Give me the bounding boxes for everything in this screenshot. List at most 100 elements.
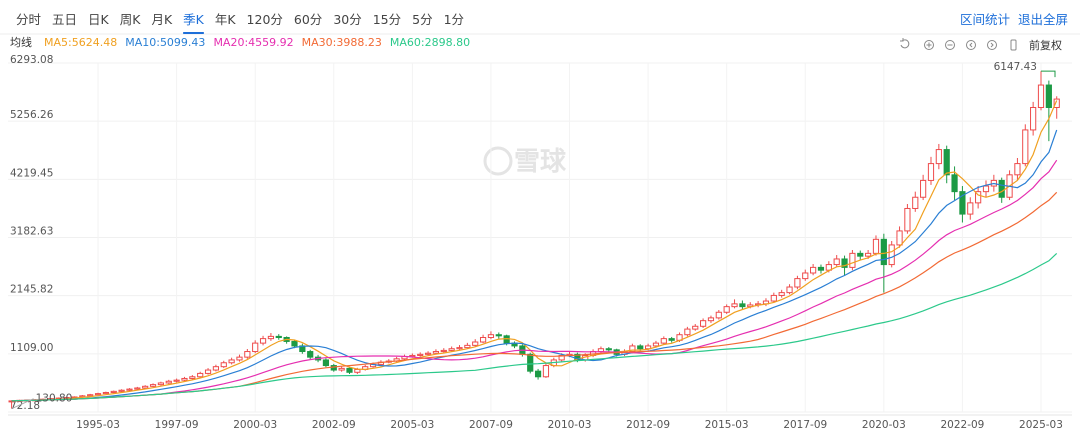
y-tick-label: 2145.82 xyxy=(10,284,53,296)
candle-body xyxy=(181,377,188,381)
candle-body xyxy=(157,382,165,386)
watermark-logo xyxy=(483,146,513,176)
candle-body xyxy=(833,258,840,266)
candle-body xyxy=(173,379,180,382)
candle-body xyxy=(244,351,251,358)
candle-body xyxy=(700,320,707,327)
candle-body xyxy=(149,384,157,387)
candle-body xyxy=(731,303,738,308)
candle-body xyxy=(715,311,722,319)
high-label: 6147.43 xyxy=(994,61,1037,73)
period-tab[interactable]: 5分 xyxy=(412,12,432,27)
candle-body xyxy=(322,359,330,367)
period-tab[interactable]: 30分 xyxy=(333,12,361,27)
candle-body xyxy=(1014,163,1021,176)
period-tab[interactable]: 60分 xyxy=(294,12,322,27)
toolbar-link[interactable]: 退出全屏 xyxy=(1018,12,1068,27)
candle-body xyxy=(212,366,220,371)
period-tab[interactable]: 周K xyxy=(120,12,142,27)
candle-body xyxy=(432,351,440,354)
reset-icon[interactable] xyxy=(900,38,910,49)
zoom-out-icon[interactable] xyxy=(945,40,955,50)
candle-body xyxy=(236,356,243,361)
candle-body xyxy=(684,328,691,336)
candle-body xyxy=(534,370,542,378)
candle-body xyxy=(94,393,102,396)
x-tick-label: 2005-03 xyxy=(390,419,434,431)
x-tick-label: 2015-03 xyxy=(705,419,749,431)
period-tab[interactable]: 1分 xyxy=(444,12,464,27)
x-tick-label: 2025-03 xyxy=(1019,419,1063,431)
period-tab[interactable]: 日K xyxy=(88,12,110,27)
period-tab[interactable]: 15分 xyxy=(373,12,401,27)
x-tick-label: 2012-09 xyxy=(626,419,670,431)
period-tab[interactable]: 五日 xyxy=(52,12,77,27)
candle-body xyxy=(880,238,887,266)
candle-body xyxy=(668,338,675,341)
candle-body xyxy=(165,380,172,384)
candle-body xyxy=(660,338,667,344)
candle-body xyxy=(692,325,699,330)
candle-body xyxy=(472,341,479,346)
x-tick-label: 2002-09 xyxy=(312,419,356,431)
candle-body xyxy=(998,179,1005,198)
candle-body xyxy=(951,174,958,193)
candle-body xyxy=(857,252,864,257)
candle-body xyxy=(967,202,974,215)
period-tab[interactable]: 分时 xyxy=(16,12,42,27)
prev-icon[interactable] xyxy=(966,40,976,50)
candle-body xyxy=(417,353,424,356)
candle-body xyxy=(920,179,927,198)
candle-body xyxy=(267,335,275,340)
x-tick-label: 1997-09 xyxy=(155,419,199,431)
candle-body xyxy=(142,385,149,389)
candle-body xyxy=(424,352,432,355)
candle-body xyxy=(652,342,660,347)
period-tab[interactable]: 120分 xyxy=(247,12,283,27)
legend-entry: MA30:3988.23 xyxy=(302,36,382,49)
candle-body xyxy=(810,266,817,274)
candle-body xyxy=(118,389,125,392)
candle-body xyxy=(479,337,487,343)
ma-line xyxy=(11,252,1058,402)
next-icon[interactable] xyxy=(987,40,997,50)
candle-body xyxy=(134,387,141,390)
candle-body xyxy=(849,252,856,268)
candle-body xyxy=(110,390,117,393)
candle-body xyxy=(259,338,267,344)
candle-body xyxy=(1053,98,1060,108)
candle-body xyxy=(87,394,94,397)
ma-title: 均线 xyxy=(10,35,32,49)
candle-body xyxy=(574,353,581,361)
legend-entry: MA10:5099.43 xyxy=(125,36,205,49)
y-tick-label: 1109.00 xyxy=(10,342,53,354)
ma-line xyxy=(11,129,1058,402)
candle-body xyxy=(817,266,825,271)
zoom-in-icon[interactable] xyxy=(924,40,934,50)
high-pointer xyxy=(1041,70,1056,78)
candle-body xyxy=(778,292,785,296)
period-tab[interactable]: 年K xyxy=(215,12,237,27)
prev-arrow xyxy=(969,42,973,48)
candle-body xyxy=(865,252,872,257)
y-tick-label: 3182.63 xyxy=(10,226,53,238)
legend-entry: MA20:4559.92 xyxy=(213,36,293,49)
x-tick-label: 2010-03 xyxy=(548,419,592,431)
chart-controls[interactable] xyxy=(900,38,1017,51)
candle-body xyxy=(307,351,314,358)
x-tick-label: 2020-03 xyxy=(862,419,906,431)
toolbar-link[interactable]: 区间统计 xyxy=(960,12,1010,27)
candle-body xyxy=(707,317,715,322)
candle-body xyxy=(346,367,353,373)
candle-body xyxy=(841,258,848,268)
adjust-icon[interactable] xyxy=(1010,39,1017,51)
period-tab[interactable]: 季K xyxy=(183,12,205,27)
period-tab[interactable]: 月K xyxy=(151,12,173,27)
adjust-mode[interactable]: 前复权 xyxy=(1029,38,1062,52)
candle-body xyxy=(927,163,935,181)
candle-body xyxy=(464,344,471,349)
candle-body xyxy=(354,368,361,373)
candle-body xyxy=(888,244,895,266)
candle-body xyxy=(197,372,204,378)
low-pointer xyxy=(11,398,34,410)
